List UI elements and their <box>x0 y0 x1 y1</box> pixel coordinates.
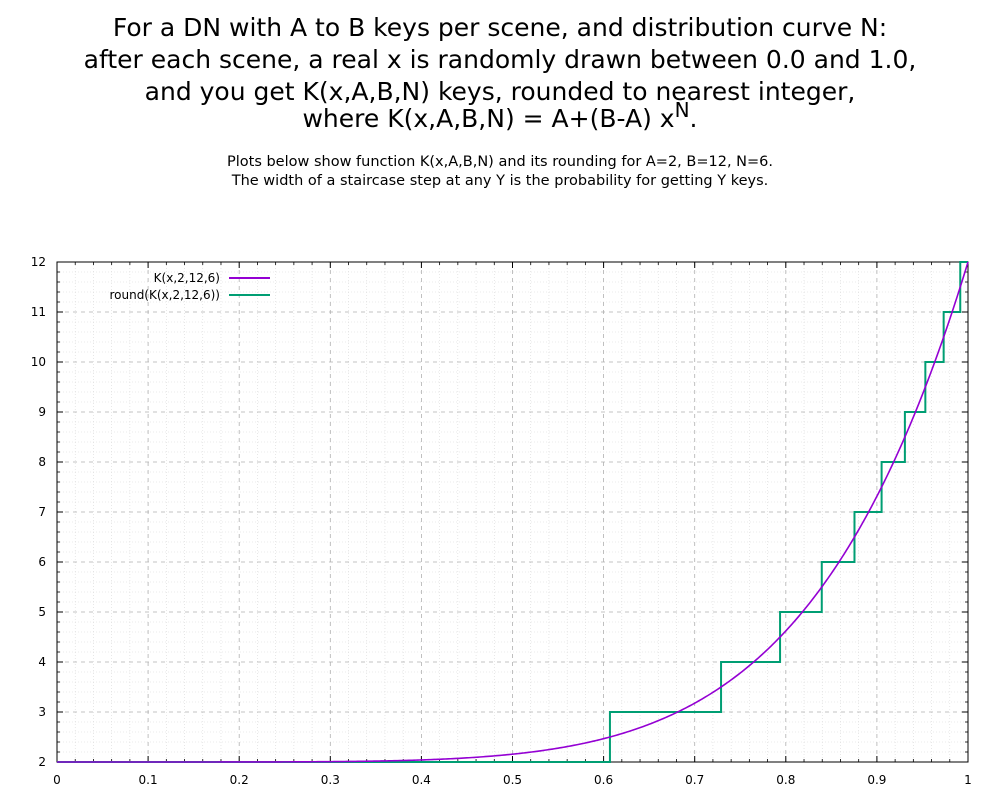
x-tick-label: 1 <box>964 773 972 787</box>
title-exponent: N <box>674 98 690 122</box>
title-line-1: For a DN with A to B keys per scene, and… <box>112 13 888 42</box>
y-tick-label: 2 <box>38 755 46 769</box>
y-tick-label: 9 <box>38 405 46 419</box>
x-tick-label: 0.4 <box>412 773 431 787</box>
title-line-2: after each scene, a real x is randomly d… <box>83 45 917 74</box>
y-tick-label: 7 <box>38 505 46 519</box>
y-tick-label: 6 <box>38 555 46 569</box>
title-line-4-end: . <box>689 104 698 133</box>
x-tick-label: 0.5 <box>503 773 522 787</box>
y-tick-label: 12 <box>31 255 46 269</box>
x-tick-label: 0.8 <box>776 773 795 787</box>
chart-subtitle: Plots below show function K(x,A,B,N) and… <box>0 153 1000 191</box>
title-line-4: where K(x,A,B,N) = A+(B-A) xN. <box>0 100 1000 134</box>
chart-title: For a DN with A to B keys per scene, and… <box>0 12 1000 134</box>
x-tick-label: 0.3 <box>321 773 340 787</box>
x-tick-label: 0.2 <box>230 773 249 787</box>
y-tick-label: 10 <box>31 355 46 369</box>
x-tick-label: 0 <box>53 773 61 787</box>
subtitle-line-2: The width of a staircase step at any Y i… <box>231 173 769 189</box>
legend-entry-round-label: round(K(x,2,12,6)) <box>109 288 220 302</box>
y-tick-label: 8 <box>38 455 46 469</box>
subtitle-line-1: Plots below show function K(x,A,B,N) and… <box>226 154 773 170</box>
y-tick-label: 3 <box>38 705 46 719</box>
title-line-4-text: where K(x,A,B,N) = A+(B-A) x <box>302 104 675 133</box>
y-tick-label: 4 <box>38 655 46 669</box>
y-tick-label: 5 <box>38 605 46 619</box>
x-tick-label: 0.9 <box>867 773 886 787</box>
title-line-3: and you get K(x,A,B,N) keys, rounded to … <box>144 77 856 106</box>
x-tick-label: 0.6 <box>594 773 613 787</box>
legend-entry-k-label: K(x,2,12,6) <box>154 271 220 285</box>
x-tick-label: 0.1 <box>139 773 158 787</box>
x-tick-label: 0.7 <box>685 773 704 787</box>
y-tick-label: 11 <box>31 305 46 319</box>
series-k-curve <box>57 261 969 763</box>
